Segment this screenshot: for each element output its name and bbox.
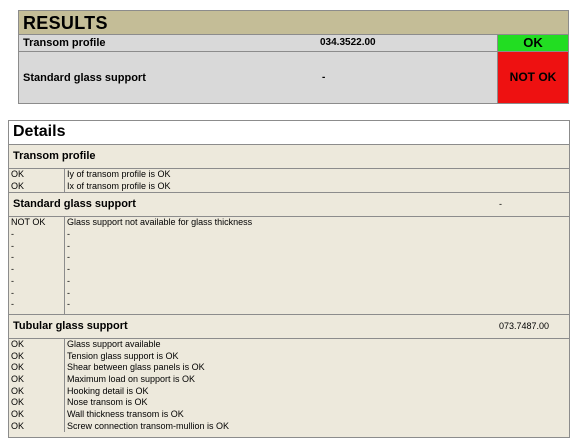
line-status: OK bbox=[11, 385, 25, 396]
column-divider bbox=[64, 338, 65, 433]
line-message: Nose transom is OK bbox=[67, 397, 148, 408]
line-message: Shear between glass panels is OK bbox=[67, 362, 205, 373]
section-body-tubular-glass-support: OK Glass support available OK Tension glas… bbox=[9, 338, 569, 433]
results-panel: RESULTS Transom profile 034.3522.00 OK S… bbox=[18, 10, 569, 104]
line-message: - bbox=[67, 299, 70, 310]
line-message: - bbox=[67, 275, 70, 286]
list-item: OK Shear between glass panels is OK bbox=[9, 362, 569, 374]
line-message: - bbox=[67, 287, 70, 298]
line-status: - bbox=[11, 264, 14, 275]
line-status: OK bbox=[11, 409, 25, 419]
line-message: - bbox=[67, 240, 70, 251]
list-item: OK Wall thickness transom is OK bbox=[9, 409, 569, 421]
list-item: -- bbox=[9, 241, 569, 253]
line-message: - bbox=[67, 264, 70, 275]
column-divider bbox=[64, 169, 65, 193]
section-title: Standard glass support bbox=[13, 198, 136, 211]
list-item: OK Iy of transom profile is OK bbox=[9, 169, 569, 181]
line-message: Glass support not available for glass th… bbox=[67, 217, 253, 228]
list-item: OK Ix of transom profile is OK bbox=[9, 181, 569, 193]
result-row-standard-glass-support: Standard glass support - NOT OK bbox=[19, 52, 568, 103]
section-header-standard-glass-support: Standard glass support - bbox=[9, 193, 569, 218]
details-panel: Details Transom profile OK Iy of transom … bbox=[8, 120, 570, 438]
list-item: -- bbox=[9, 299, 569, 311]
line-status: - bbox=[11, 252, 14, 263]
list-item: -- bbox=[9, 288, 569, 300]
line-message: - bbox=[67, 252, 70, 263]
section-value: - bbox=[499, 199, 502, 210]
result-label: Standard glass support bbox=[23, 72, 146, 84]
result-row-transom-profile: Transom profile 034.3522.00 OK bbox=[19, 35, 568, 52]
line-message: Iy of transom profile is OK bbox=[67, 169, 171, 179]
section-body-transom-profile: OK Iy of transom profile is OK OK Ix of tr… bbox=[9, 169, 569, 194]
section-title: Tubular glass support bbox=[13, 319, 128, 332]
section-value: 073.7487.00 bbox=[499, 320, 550, 331]
list-item: -- bbox=[9, 276, 569, 288]
list-item: OK Tension glass support is OK bbox=[9, 351, 569, 363]
list-item: OK Maximum load on support is OK bbox=[9, 374, 569, 386]
line-message: Screw connection transom-mullion is OK bbox=[67, 420, 230, 431]
line-status: - bbox=[11, 275, 14, 286]
list-item: -- bbox=[9, 229, 569, 241]
line-status: NOT OK bbox=[11, 217, 46, 228]
status-badge: OK bbox=[497, 35, 568, 51]
line-status: OK bbox=[11, 362, 25, 373]
line-status: OK bbox=[11, 169, 25, 179]
line-message: Glass support available bbox=[67, 338, 161, 349]
list-item: OK Hooking detail is OK bbox=[9, 386, 569, 398]
section-header-tubular-glass-support: Tubular glass support 073.7487.00 bbox=[9, 315, 569, 339]
list-item: -- bbox=[9, 264, 569, 276]
section-body-standard-glass-support: NOT OK Glass support not available for gl… bbox=[9, 217, 569, 315]
line-status: OK bbox=[11, 373, 25, 384]
line-status: OK bbox=[11, 338, 25, 349]
list-item: -- bbox=[9, 252, 569, 264]
line-status: - bbox=[11, 287, 14, 298]
list-item: OK Glass support available bbox=[9, 339, 569, 351]
list-item: NOT OK Glass support not available for gl… bbox=[9, 217, 569, 229]
details-title: Details bbox=[9, 121, 569, 145]
line-status: OK bbox=[11, 180, 25, 191]
list-item: OK Nose transom is OK bbox=[9, 397, 569, 409]
result-value: - bbox=[322, 72, 326, 83]
line-status: - bbox=[11, 299, 14, 310]
line-message: - bbox=[67, 229, 70, 240]
result-label: Transom profile bbox=[23, 37, 106, 49]
results-title: RESULTS bbox=[19, 11, 568, 35]
line-message: Maximum load on support is OK bbox=[67, 373, 196, 384]
line-status: - bbox=[11, 229, 14, 240]
line-status: OK bbox=[11, 420, 25, 431]
line-message: Wall thickness transom is OK bbox=[67, 409, 184, 419]
column-divider bbox=[64, 217, 65, 314]
line-message: Tension glass support is OK bbox=[67, 350, 179, 361]
line-message: Hooking detail is OK bbox=[67, 385, 149, 396]
section-header-transom-profile: Transom profile bbox=[9, 145, 569, 169]
line-message: Ix of transom profile is OK bbox=[67, 180, 171, 191]
status-badge: NOT OK bbox=[497, 52, 568, 103]
list-item: OK Screw connection transom-mullion is OK bbox=[9, 421, 569, 433]
spacer bbox=[9, 311, 569, 314]
line-status: OK bbox=[11, 350, 25, 361]
result-value: 034.3522.00 bbox=[320, 37, 376, 48]
section-title: Transom profile bbox=[13, 150, 96, 162]
line-status: - bbox=[11, 240, 14, 251]
line-status: OK bbox=[11, 397, 25, 408]
